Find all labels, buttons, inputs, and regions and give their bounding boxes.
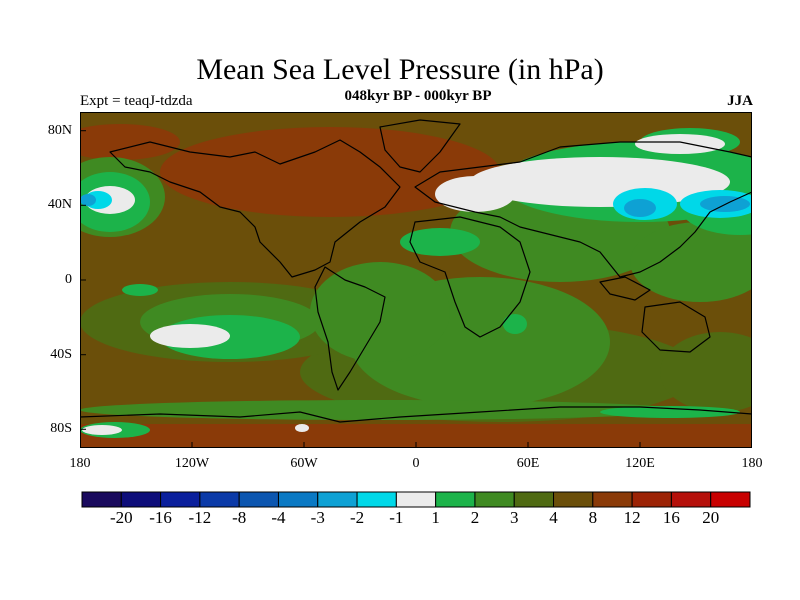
field-region xyxy=(624,199,656,217)
colorbar-label: 3 xyxy=(509,508,519,527)
coastline-maritime-continent xyxy=(599,276,651,301)
chart-subtitle: 048kyr BP - 000kyr BP xyxy=(344,88,492,104)
colorbar-swatch xyxy=(592,491,633,508)
colorbar-swatch xyxy=(277,491,319,508)
coastline-australia xyxy=(641,301,711,353)
colorbar-swatch xyxy=(120,491,162,508)
colorbar-swatch xyxy=(435,491,476,508)
lat-label: 40N xyxy=(47,197,72,212)
field-region xyxy=(160,127,500,217)
colorbar-label: 12 xyxy=(623,508,641,527)
field-region xyxy=(150,324,230,348)
field-region xyxy=(630,222,752,302)
coastline-greenland xyxy=(379,119,461,173)
coastline-north-america xyxy=(109,139,401,278)
field-region xyxy=(122,284,158,296)
colorbar-swatch xyxy=(670,491,712,508)
lon-label: 120W xyxy=(174,456,210,471)
colorbar-swatch xyxy=(81,491,122,508)
colorbar-label: 20 xyxy=(702,508,720,527)
colorbar-label: -16 xyxy=(149,508,172,527)
lat-label: 80N xyxy=(47,123,72,138)
colorbar-label: 2 xyxy=(470,508,480,527)
tick-marks xyxy=(80,130,641,448)
lon-label: 180 xyxy=(69,456,91,471)
colorbar-swatch xyxy=(395,491,437,508)
field-region xyxy=(435,176,515,212)
colorbar-label: -4 xyxy=(271,508,286,527)
lat-label: 40S xyxy=(50,347,72,362)
colorbar-label: 8 xyxy=(588,508,598,527)
colorbar-swatch xyxy=(513,491,555,508)
field-region xyxy=(600,406,740,418)
coastline-africa xyxy=(409,216,531,338)
field-region xyxy=(295,424,309,432)
colorbar-swatch xyxy=(317,491,358,508)
colorbar-label: 4 xyxy=(549,508,558,527)
coastline-antarctica xyxy=(80,406,752,423)
colorbar-label: -12 xyxy=(188,508,212,527)
anomaly-field xyxy=(80,124,752,448)
colorbar-swatch xyxy=(238,491,279,508)
field-region xyxy=(80,124,180,160)
map-svg xyxy=(80,112,752,448)
field-region xyxy=(80,400,680,420)
colorbar-label: 1 xyxy=(431,508,440,527)
lat-label: 80S xyxy=(50,421,72,436)
colorbar xyxy=(81,491,751,508)
field-region xyxy=(635,134,725,154)
lon-label: 60W xyxy=(290,456,318,471)
lon-label: 0 xyxy=(412,456,420,471)
lon-label: 120E xyxy=(625,456,655,471)
lat-label: 0 xyxy=(65,272,72,287)
field-region xyxy=(400,228,480,256)
colorbar-label: -2 xyxy=(349,508,365,527)
chart-title: Mean Sea Level Pressure (in hPa) xyxy=(196,53,604,86)
field-region xyxy=(503,314,527,334)
colorbar-swatch xyxy=(356,491,397,508)
field-region xyxy=(80,194,96,206)
experiment-label: Expt = teaqJ-tdzda xyxy=(80,93,193,109)
colorbar-swatch xyxy=(631,491,672,508)
lon-label: 60E xyxy=(516,456,540,471)
season-label: JJA xyxy=(727,93,753,109)
colorbar-label: -1 xyxy=(389,508,404,527)
field-region xyxy=(310,262,450,362)
colorbar-swatch xyxy=(160,491,201,508)
colorbar-label: -8 xyxy=(232,508,247,527)
lon-label: 180 xyxy=(741,456,763,471)
coastline-eurasia xyxy=(414,141,752,278)
colorbar-swatch xyxy=(199,491,240,508)
field-region xyxy=(82,425,122,435)
colorbar-label: -3 xyxy=(310,508,325,527)
colorbar-swatch xyxy=(553,491,594,508)
colorbar-swatch xyxy=(474,491,515,508)
pressure-anomaly-map xyxy=(80,112,752,448)
colorbar-label: 16 xyxy=(662,508,680,527)
colorbar-label: -20 xyxy=(109,508,133,527)
coastlines xyxy=(80,119,752,423)
coastline-south-america xyxy=(314,266,386,391)
colorbar-swatch xyxy=(710,491,751,508)
